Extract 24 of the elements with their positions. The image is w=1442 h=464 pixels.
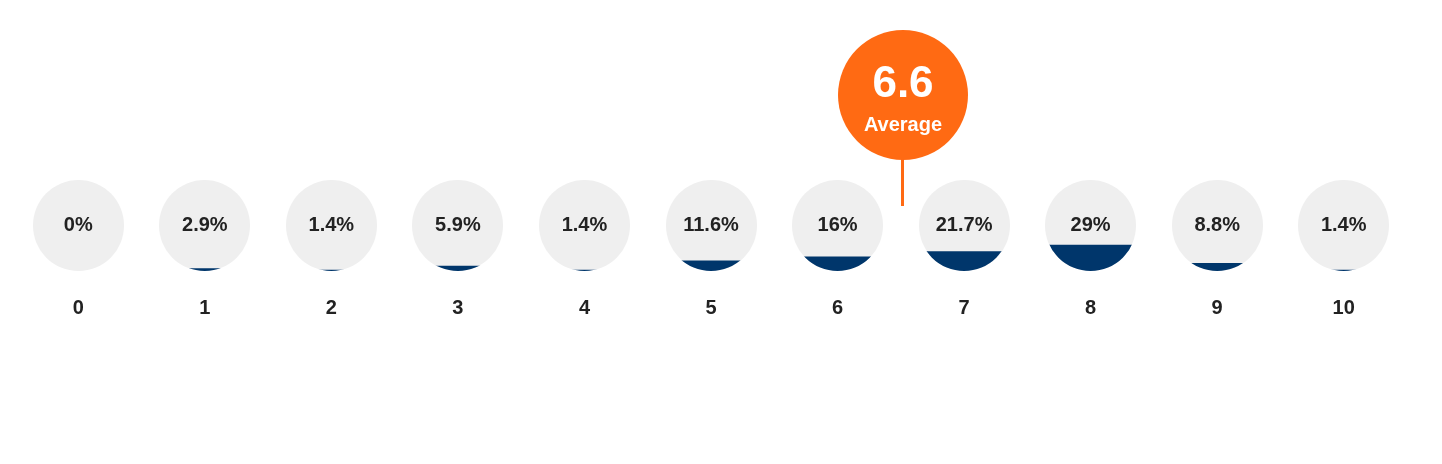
data-label: 21.7% [935, 213, 993, 236]
data-label: 16% [817, 213, 858, 236]
data-label: 1.4% [561, 213, 608, 236]
data-label: 8.8% [1194, 213, 1241, 236]
x-tick-label: 4 [578, 295, 591, 318]
data-label: 29% [1070, 213, 1111, 236]
x-tick-label: 3 [452, 295, 464, 318]
data-label: 11.6% [683, 213, 740, 236]
data-label: 0% [63, 213, 93, 236]
x-tick-label: 7 [958, 295, 970, 318]
data-label: 2.9% [182, 213, 228, 236]
x-tick-label: 0 [72, 295, 84, 318]
x-tick-label: 8 [1085, 295, 1097, 318]
text: Average [862, 112, 944, 136]
x-tick-label: 6 [831, 295, 844, 318]
x-tick-label: 9 [1211, 295, 1223, 318]
x-tick-label: 1 [199, 295, 211, 318]
data-label: 5.9% [435, 213, 481, 236]
x-tick-label: 2 [325, 295, 337, 318]
x-tick-label: 10 [1332, 295, 1355, 318]
data-label: 1.4% [308, 213, 355, 236]
x-tick-label: 5 [705, 295, 717, 318]
text: 6.6 [871, 57, 935, 106]
data-label: 1.4% [1320, 213, 1367, 236]
